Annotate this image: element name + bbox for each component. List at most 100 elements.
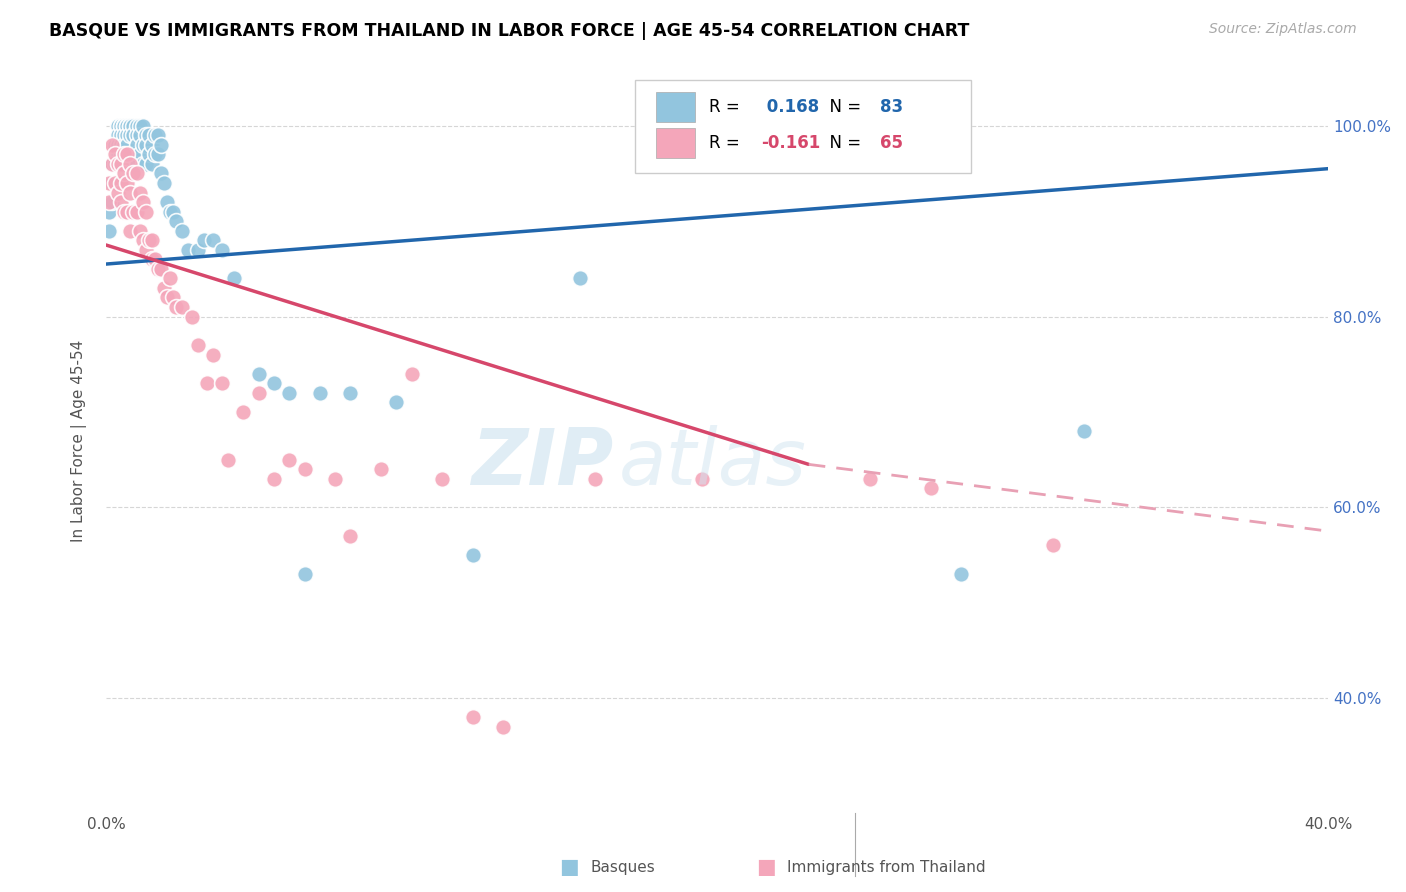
- Point: [339, 385, 361, 400]
- Text: R =: R =: [709, 98, 745, 116]
- Point: [101, 176, 124, 190]
- FancyBboxPatch shape: [657, 128, 695, 158]
- Point: [112, 119, 135, 133]
- Point: [461, 710, 484, 724]
- Point: [385, 395, 408, 409]
- Point: [247, 385, 270, 400]
- Point: [146, 261, 169, 276]
- Point: [98, 176, 121, 190]
- Point: [177, 243, 200, 257]
- Text: ZIP: ZIP: [471, 425, 613, 500]
- Point: [117, 147, 139, 161]
- Point: [138, 233, 160, 247]
- Point: [859, 472, 882, 486]
- Point: [232, 405, 254, 419]
- Point: [278, 452, 301, 467]
- Point: [122, 128, 145, 143]
- Point: [120, 119, 142, 133]
- Point: [112, 147, 135, 161]
- Point: [117, 128, 139, 143]
- Point: [112, 119, 135, 133]
- Text: Immigrants from Thailand: Immigrants from Thailand: [787, 860, 986, 874]
- Point: [120, 147, 142, 161]
- Point: [201, 233, 224, 247]
- Point: [143, 147, 166, 161]
- Text: -0.161: -0.161: [761, 134, 820, 152]
- Point: [131, 157, 153, 171]
- Point: [117, 119, 139, 133]
- Point: [211, 243, 233, 257]
- Point: [339, 529, 361, 543]
- Point: [110, 119, 132, 133]
- Point: [492, 720, 515, 734]
- Point: [110, 147, 132, 161]
- Point: [120, 186, 142, 200]
- Point: [156, 290, 179, 304]
- Point: [112, 137, 135, 152]
- Point: [146, 128, 169, 143]
- Point: [146, 147, 169, 161]
- Text: Source: ZipAtlas.com: Source: ZipAtlas.com: [1209, 22, 1357, 37]
- Point: [247, 367, 270, 381]
- Point: [110, 157, 132, 171]
- Text: 83: 83: [880, 98, 903, 116]
- Point: [125, 137, 148, 152]
- FancyBboxPatch shape: [636, 79, 972, 173]
- Point: [193, 233, 215, 247]
- Point: [98, 204, 121, 219]
- Point: [107, 157, 129, 171]
- Point: [180, 310, 202, 324]
- Point: [101, 195, 124, 210]
- Point: [309, 385, 332, 400]
- Point: [141, 157, 163, 171]
- Point: [165, 300, 187, 314]
- Point: [117, 204, 139, 219]
- Point: [156, 195, 179, 210]
- Point: [135, 243, 157, 257]
- Point: [112, 128, 135, 143]
- Point: [128, 147, 150, 161]
- Point: [101, 157, 124, 171]
- Point: [98, 224, 121, 238]
- Point: [211, 376, 233, 391]
- Point: [112, 157, 135, 171]
- Point: [370, 462, 392, 476]
- Point: [112, 147, 135, 161]
- Text: ■: ■: [756, 857, 776, 877]
- Point: [117, 176, 139, 190]
- Y-axis label: In Labor Force | Age 45-54: In Labor Force | Age 45-54: [72, 339, 87, 541]
- Text: N =: N =: [818, 134, 866, 152]
- Point: [149, 137, 172, 152]
- Point: [224, 271, 246, 285]
- Point: [430, 472, 453, 486]
- Point: [122, 204, 145, 219]
- Point: [107, 137, 129, 152]
- Point: [125, 157, 148, 171]
- Point: [263, 376, 285, 391]
- Point: [323, 472, 346, 486]
- Point: [263, 472, 285, 486]
- Point: [110, 137, 132, 152]
- Point: [107, 128, 129, 143]
- Point: [104, 176, 127, 190]
- Point: [128, 224, 150, 238]
- Point: [110, 128, 132, 143]
- Text: ■: ■: [560, 857, 579, 877]
- Point: [401, 367, 423, 381]
- Point: [117, 137, 139, 152]
- Point: [128, 186, 150, 200]
- Point: [110, 195, 132, 210]
- Point: [201, 348, 224, 362]
- Point: [110, 176, 132, 190]
- Point: [107, 186, 129, 200]
- Point: [112, 166, 135, 180]
- Point: [131, 233, 153, 247]
- Point: [143, 252, 166, 267]
- Point: [162, 204, 184, 219]
- Point: [149, 166, 172, 180]
- Point: [135, 137, 157, 152]
- FancyBboxPatch shape: [657, 93, 695, 122]
- Point: [135, 157, 157, 171]
- Point: [217, 452, 239, 467]
- Text: 0.168: 0.168: [761, 98, 820, 116]
